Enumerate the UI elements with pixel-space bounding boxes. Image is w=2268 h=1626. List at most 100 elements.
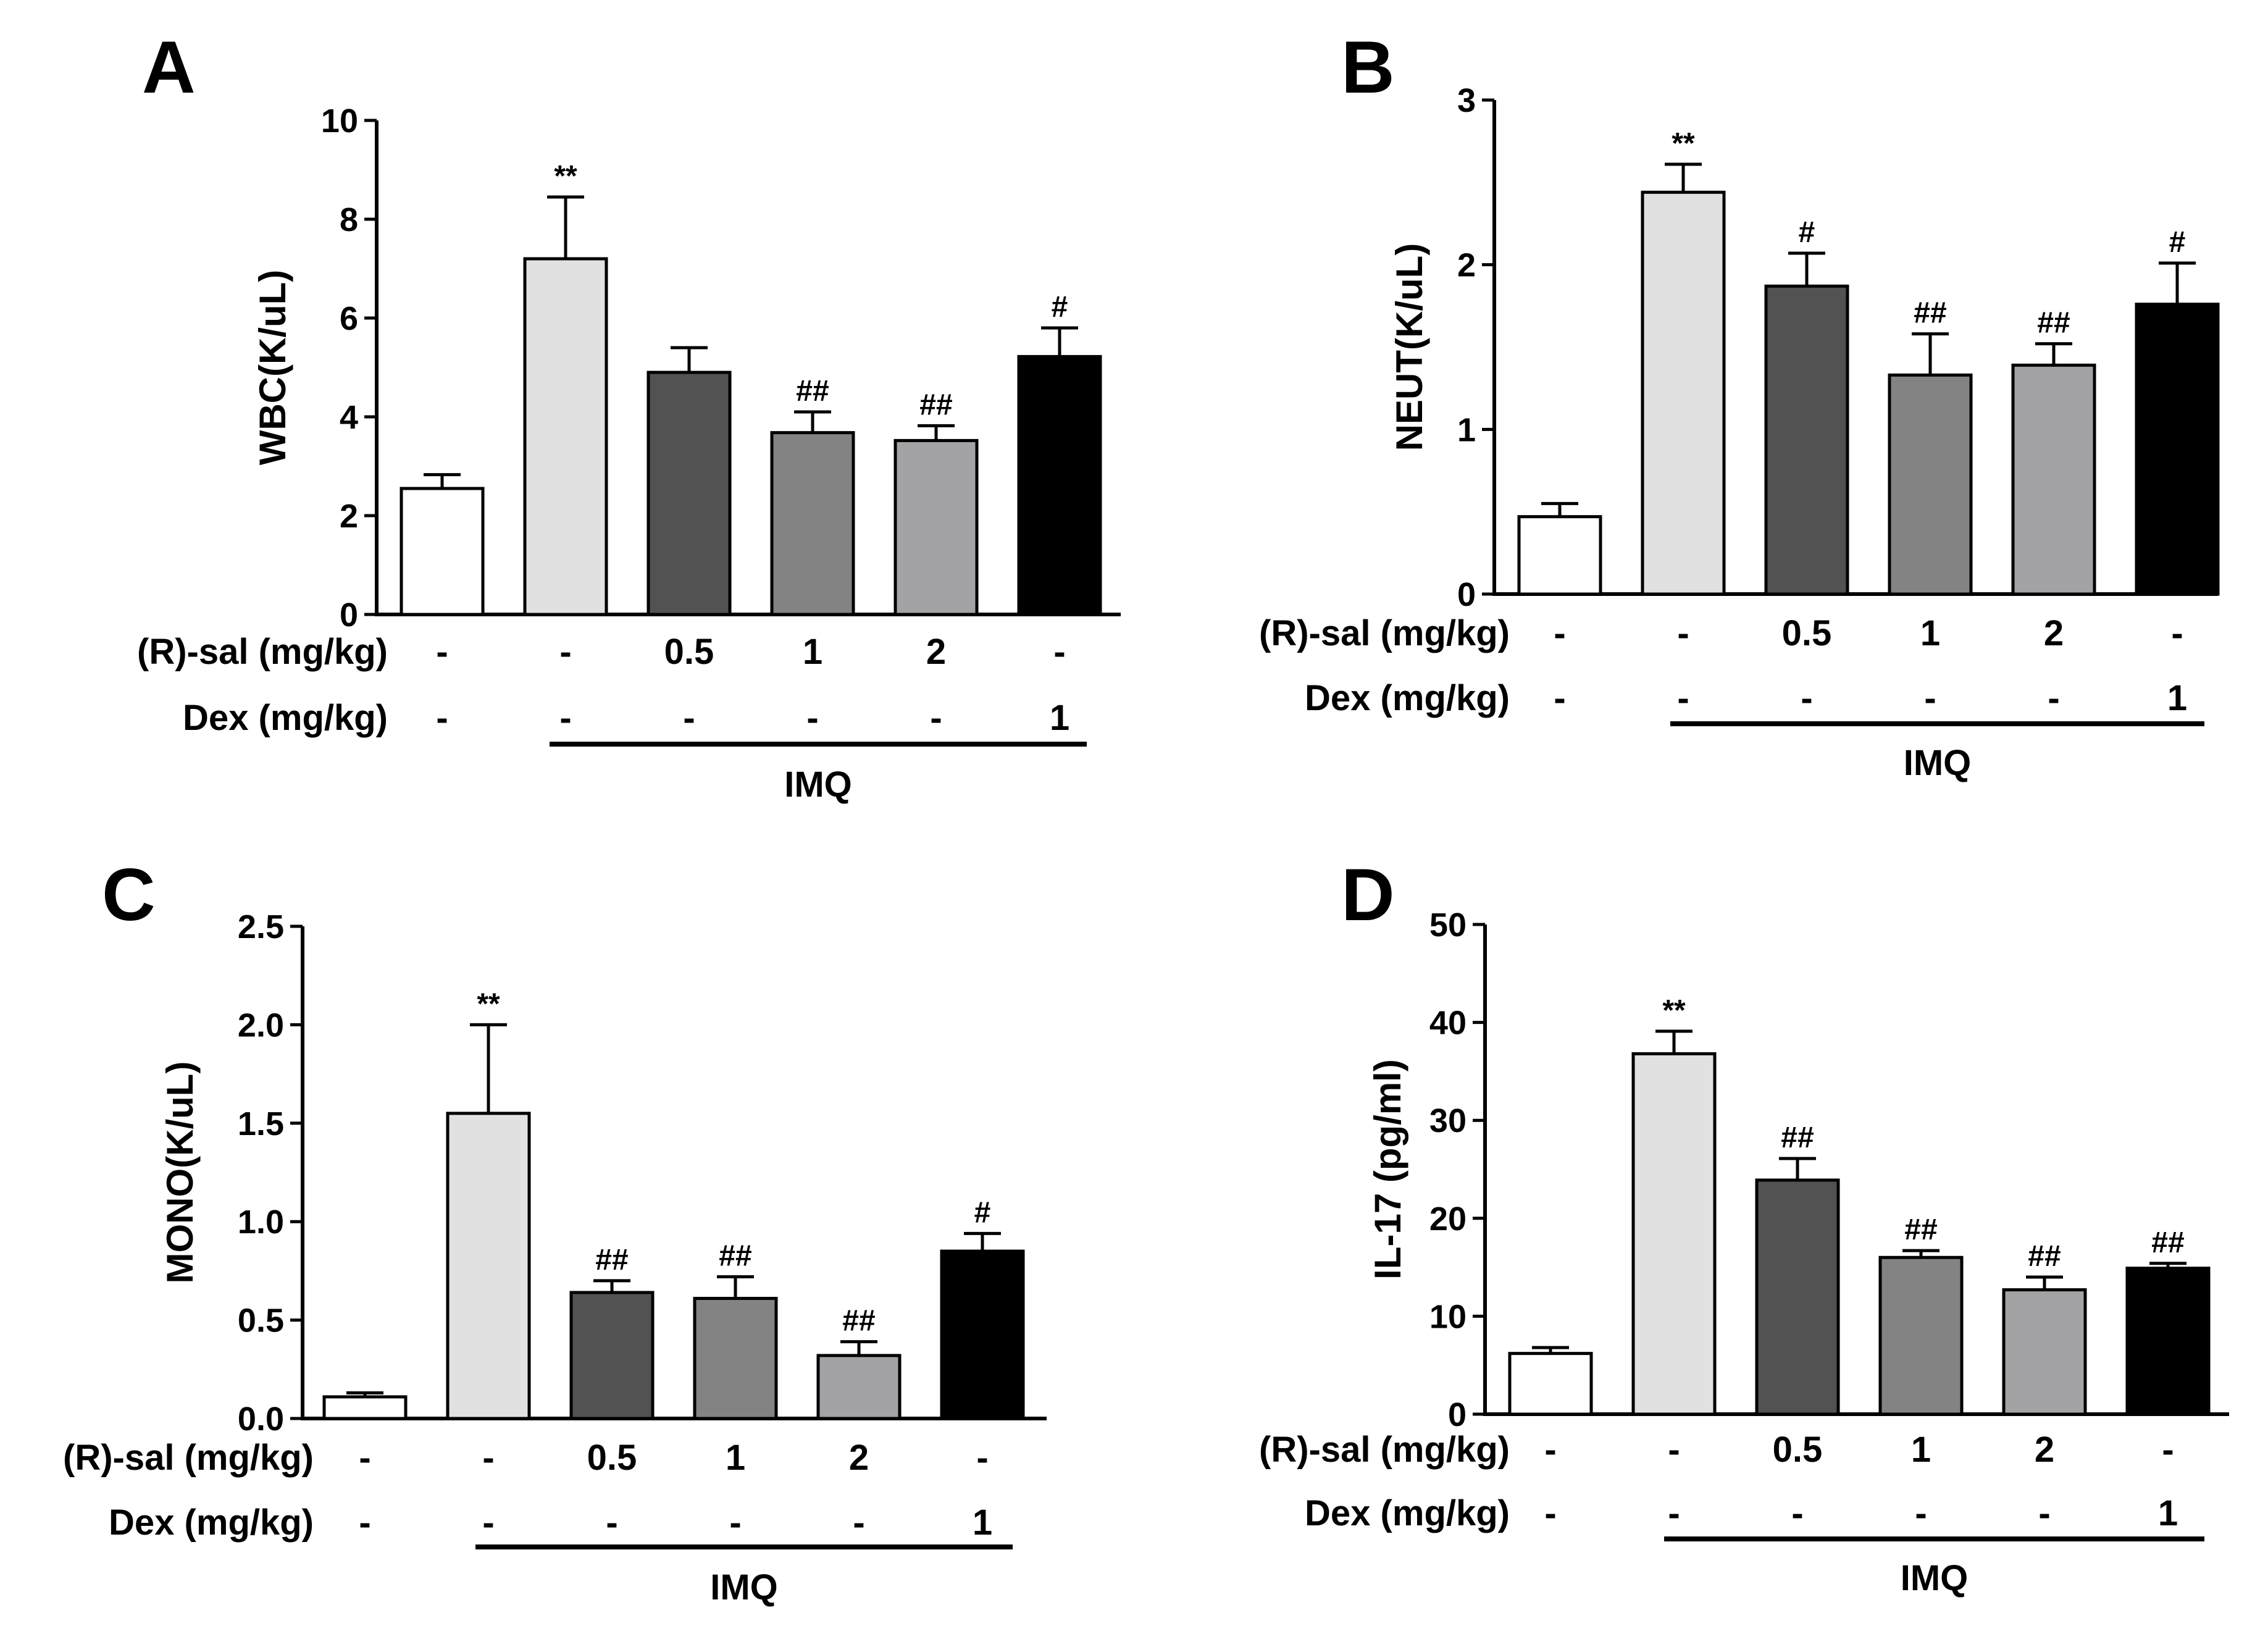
chart-panel-d: D 0 10 20 30 40 50 IL-17 (pg/ml) ** ## ## ## ## (R)-s… — [1259, 853, 2229, 1598]
rsal-dose-value: 0.5 — [1782, 613, 1832, 653]
imq-group-label: IMQ — [1901, 1558, 1969, 1598]
rsal-dose-label: (R)-sal (mg/kg) — [1259, 1430, 1510, 1470]
rsal-dose-value: 0.5 — [664, 632, 714, 672]
y-tick-label: 10 — [1429, 1298, 1467, 1335]
significance-mark: # — [1052, 291, 1068, 324]
y-tick-label: 1 — [1457, 411, 1476, 448]
rsal-dose-value: 0.5 — [587, 1438, 637, 1478]
rsal-dose-value: 2 — [2044, 613, 2064, 653]
y-tick-label: 8 — [340, 201, 358, 238]
bar — [770, 431, 855, 616]
rsal-dose-value: - — [2171, 613, 2183, 653]
bar — [2135, 303, 2220, 596]
y-tick-label: 40 — [1429, 1005, 1467, 1042]
rsal-dose-label: (R)-sal (mg/kg) — [1259, 613, 1510, 653]
bar — [940, 1249, 1025, 1420]
rsal-dose-value: - — [436, 632, 448, 672]
y-tick-label: 50 — [1429, 907, 1467, 944]
bar — [1508, 1352, 1593, 1416]
rsal-dose-value: - — [1053, 632, 1065, 672]
y-axis-title: NEUT(K/uL) — [1389, 243, 1430, 451]
bar — [2011, 363, 2096, 596]
panel-label: D — [1341, 853, 1395, 936]
significance-mark: ## — [2151, 1226, 2184, 1259]
bar — [1764, 284, 1849, 596]
bar — [2125, 1267, 2211, 1416]
significance-mark: ## — [2037, 307, 2070, 340]
y-tick-label: 20 — [1429, 1201, 1467, 1238]
bar — [893, 438, 979, 616]
bar — [569, 1291, 655, 1420]
significance-mark: ** — [1672, 127, 1695, 160]
rsal-dose-value: - — [1668, 1430, 1680, 1470]
y-tick-label: 4 — [340, 399, 358, 436]
dex-dose-value: - — [2038, 1493, 2050, 1533]
bar — [693, 1297, 778, 1420]
significance-mark: ## — [1914, 297, 1946, 330]
y-tick-label: 2.0 — [238, 1007, 284, 1044]
dex-dose-value: - — [853, 1502, 864, 1543]
rsal-dose-value: - — [976, 1438, 988, 1478]
rsal-dose-label: (R)-sal (mg/kg) — [137, 632, 388, 672]
imq-group-label: IMQ — [784, 765, 852, 805]
dex-dose-value: - — [1668, 1493, 1680, 1533]
dex-dose-value: - — [1924, 678, 1936, 718]
significance-mark: ## — [1904, 1213, 1937, 1246]
bar — [1017, 354, 1102, 616]
bar — [2002, 1288, 2087, 1416]
dex-dose-value: 1 — [973, 1502, 992, 1543]
dex-dose-value: - — [1791, 1493, 1803, 1533]
y-tick-label: 10 — [321, 103, 358, 140]
dex-dose-label: Dex (mg/kg) — [183, 698, 388, 738]
bar — [400, 487, 485, 616]
bar — [1755, 1178, 1840, 1416]
rsal-dose-value: 1 — [803, 632, 822, 672]
imq-group-label: IMQ — [1904, 743, 1972, 783]
dex-dose-value: - — [482, 1502, 494, 1543]
rsal-dose-value: - — [1677, 613, 1689, 653]
rsal-dose-value: 0.5 — [1773, 1430, 1823, 1470]
y-tick-label: 1.0 — [238, 1204, 284, 1241]
y-tick-label: 0 — [340, 597, 358, 634]
y-tick-label: 30 — [1429, 1102, 1467, 1139]
y-tick-label: 0 — [1448, 1396, 1467, 1433]
bar — [1631, 1052, 1717, 1416]
significance-mark: ## — [842, 1305, 875, 1338]
significance-mark: ** — [554, 160, 577, 193]
imq-group-label: IMQ — [710, 1567, 778, 1607]
dex-dose-value: - — [606, 1502, 617, 1543]
bar — [647, 371, 732, 616]
significance-mark: # — [1799, 216, 1815, 249]
bar — [1888, 373, 1973, 596]
bar — [816, 1354, 902, 1420]
bar — [1641, 190, 1726, 596]
y-axis-title: IL-17 (pg/ml) — [1367, 1059, 1408, 1280]
dex-dose-label: Dex (mg/kg) — [1305, 678, 1510, 718]
significance-mark: ## — [1781, 1121, 1814, 1154]
dex-dose-value: 1 — [2158, 1493, 2178, 1533]
panel-label: B — [1341, 26, 1395, 109]
y-tick-label: 1.5 — [238, 1105, 284, 1142]
bar — [446, 1112, 531, 1420]
rsal-dose-value: - — [1554, 613, 1565, 653]
bar — [1517, 515, 1602, 596]
dex-dose-label: Dex (mg/kg) — [109, 1502, 314, 1543]
bar — [322, 1395, 408, 1420]
dex-dose-value: - — [1544, 1493, 1556, 1533]
bar — [523, 257, 608, 616]
y-tick-label: 0 — [1457, 576, 1476, 613]
y-tick-label: 2 — [340, 498, 358, 535]
panel-label: C — [102, 853, 156, 936]
rsal-dose-value: 1 — [726, 1438, 745, 1478]
dex-dose-value: 1 — [1050, 698, 1069, 738]
significance-mark: ## — [719, 1239, 751, 1272]
dex-dose-value: - — [1801, 678, 1812, 718]
y-tick-label: 2 — [1457, 247, 1476, 284]
rsal-dose-value: - — [359, 1438, 370, 1478]
significance-mark: ## — [2028, 1240, 2061, 1273]
panel-label: A — [142, 26, 196, 109]
dex-dose-value: - — [359, 1502, 370, 1543]
